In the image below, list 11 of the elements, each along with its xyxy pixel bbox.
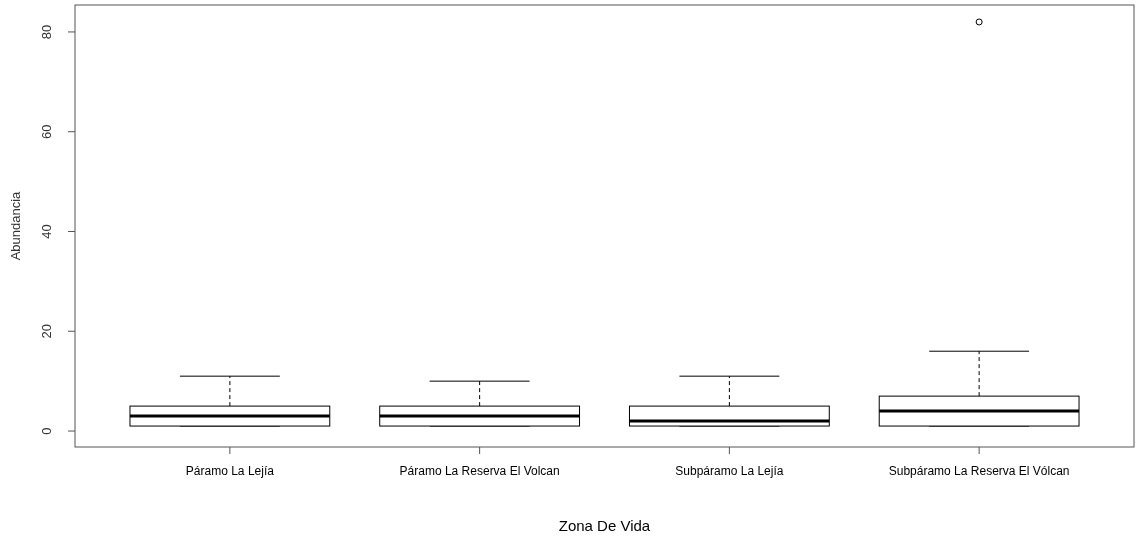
y-tick-label: 40 bbox=[39, 224, 55, 239]
y-tick-label: 20 bbox=[39, 324, 55, 339]
y-tick-label: 80 bbox=[39, 24, 55, 40]
y-tick-label: 60 bbox=[39, 124, 55, 139]
y-tick-label: 0 bbox=[39, 427, 55, 435]
x-tick-label: Subpáramo La Lejía bbox=[675, 464, 784, 478]
x-tick-label: Subpáramo La Reserva El Vólcan bbox=[888, 464, 1070, 478]
y-axis-title: Abundancia bbox=[8, 190, 23, 261]
x-axis-title: Zona De Vida bbox=[558, 517, 651, 534]
x-tick-label: Páramo La Lejía bbox=[185, 464, 275, 478]
x-tick-label: Páramo La Reserva El Volcan bbox=[399, 464, 560, 478]
